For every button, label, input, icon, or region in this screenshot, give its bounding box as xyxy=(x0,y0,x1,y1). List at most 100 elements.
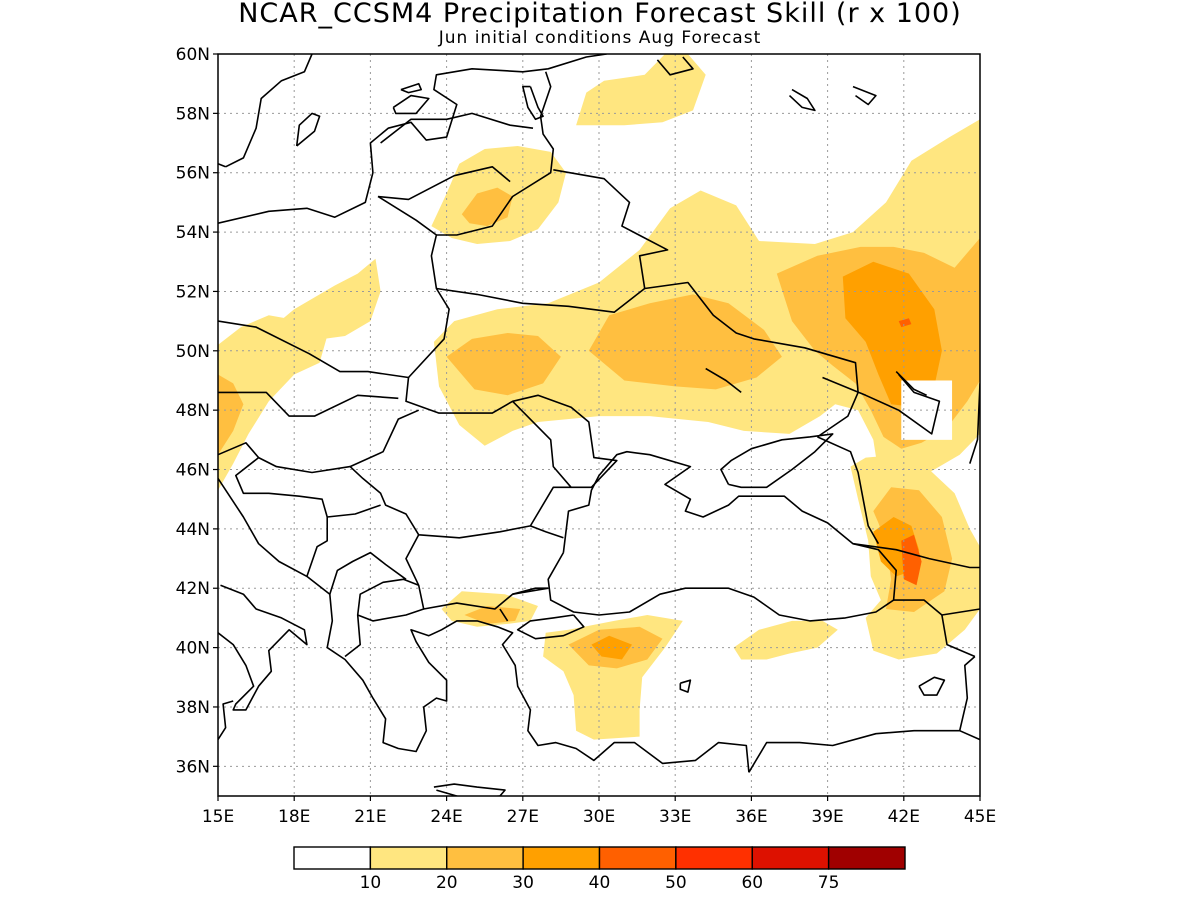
boundary-line-35 xyxy=(852,542,980,569)
lat-tick-label: 40N xyxy=(176,639,210,659)
boundary-line-30 xyxy=(235,456,351,577)
boundary-line-21 xyxy=(553,169,669,289)
skill-region-8 xyxy=(588,294,782,390)
boundary-line-34 xyxy=(817,436,880,545)
skill-shading-layer xyxy=(218,54,980,740)
colorbar-swatch-1 xyxy=(369,846,448,870)
boundary-line-37 xyxy=(941,614,976,658)
colorbar-swatch-3 xyxy=(522,846,601,870)
boundary-line-20 xyxy=(436,281,859,438)
boundary-line-18 xyxy=(377,166,511,201)
colorbar-swatch-2 xyxy=(446,846,524,870)
skill-region-10 xyxy=(842,261,942,408)
boundary-line-45 xyxy=(788,88,816,112)
lon-tick-label: 21E xyxy=(354,807,386,827)
colorbar-swatch-7 xyxy=(827,846,906,870)
skill-region-0 xyxy=(218,315,328,491)
colorbar-label: 40 xyxy=(589,873,611,893)
lon-tick-label: 24E xyxy=(430,807,462,827)
boundary-line-32 xyxy=(218,391,399,417)
boundary-line-0 xyxy=(218,54,607,224)
boundary-line-8 xyxy=(218,584,308,711)
boundary-line-38 xyxy=(512,587,549,595)
boundary-line-11 xyxy=(547,450,898,622)
colorbar-label: 50 xyxy=(665,873,687,893)
lat-tick-label: 38N xyxy=(176,698,210,718)
lon-tick-label: 36E xyxy=(735,807,767,827)
boundary-line-13 xyxy=(516,614,585,640)
skill-region-6 xyxy=(433,119,980,473)
boundary-line-33 xyxy=(218,441,260,459)
lat-tick-label: 44N xyxy=(176,520,210,540)
colorbar-label: 60 xyxy=(741,873,763,893)
boundary-line-10 xyxy=(433,783,506,796)
boundary-line-22 xyxy=(405,377,618,489)
boundary-line-44 xyxy=(852,85,877,106)
boundary-line-16 xyxy=(436,71,555,236)
figure-subtitle: Jun initial conditions Aug Forecast xyxy=(438,28,762,48)
lat-tick-label: 46N xyxy=(176,461,210,481)
skill-region-15 xyxy=(901,534,922,586)
skill-region-21 xyxy=(591,635,632,660)
lat-tick-label: 60N xyxy=(176,45,210,65)
boundary-line-1 xyxy=(225,54,313,168)
boundary-line-46 xyxy=(822,373,941,435)
boundary-line-4 xyxy=(392,94,430,115)
colorbar: 10 20 30 40 50 60 75 xyxy=(293,846,906,893)
boundary-line-31 xyxy=(327,504,381,518)
colorbar-label: 30 xyxy=(512,873,534,893)
boundary-line-14 xyxy=(969,383,980,464)
colorbar-label: 10 xyxy=(360,873,382,893)
lon-tick-label: 18E xyxy=(278,807,310,827)
lon-tick-label: 15E xyxy=(202,807,234,827)
coastline-layer xyxy=(218,54,980,796)
longitude-axis: 15E 18E 21E 24E 27E 30E 33E 36E 39E 42E 45E xyxy=(202,796,996,827)
lat-tick-label: 54N xyxy=(176,223,210,243)
skill-region-16 xyxy=(733,620,838,660)
skill-region-2 xyxy=(258,258,381,342)
boundary-line-27 xyxy=(356,578,424,622)
colorbar-swatch-5 xyxy=(675,846,753,870)
boundary-line-25 xyxy=(405,534,549,610)
lat-tick-label: 56N xyxy=(176,164,210,184)
boundary-line-47 xyxy=(895,371,928,397)
boundary-line-5 xyxy=(400,82,423,94)
lon-tick-label: 33E xyxy=(659,807,691,827)
lat-tick-label: 42N xyxy=(176,579,210,599)
lon-tick-label: 30E xyxy=(583,807,615,827)
boundary-line-26 xyxy=(499,608,509,622)
boundary-line-12 xyxy=(720,433,834,489)
lat-tick-label: 58N xyxy=(176,104,210,124)
colorbar-label: 20 xyxy=(436,873,458,893)
grid-lines xyxy=(218,54,980,796)
figure-title: NCAR_CCSM4 Precipitation Forecast Skill … xyxy=(238,0,962,29)
boundary-line-19 xyxy=(380,112,534,144)
boundary-line-29 xyxy=(329,551,407,595)
boundary-line-40 xyxy=(958,655,976,731)
boundary-line-28 xyxy=(344,614,362,658)
skill-region-5 xyxy=(576,54,706,126)
boundary-line-17 xyxy=(377,195,437,236)
boundary-line-24 xyxy=(530,525,564,539)
boundary-line-43 xyxy=(656,56,694,76)
lat-tick-label: 48N xyxy=(176,401,210,421)
skill-region-4 xyxy=(461,187,513,227)
lat-tick-label: 52N xyxy=(176,282,210,302)
lat-tick-label: 36N xyxy=(176,757,210,777)
colorbar-swatch-6 xyxy=(751,846,830,870)
boundary-line-41 xyxy=(918,676,946,696)
skill-region-11 xyxy=(898,318,912,328)
boundary-line-42 xyxy=(679,679,692,693)
latitude-axis: 36N 38N 40N 42N 44N 46N 48N 50N 52N 54N 56N 58N 60N xyxy=(176,45,218,777)
boundary-line-9 xyxy=(218,700,234,741)
boundary-line-7 xyxy=(218,477,750,773)
lon-tick-label: 42E xyxy=(888,807,920,827)
lon-tick-label: 27E xyxy=(507,807,539,827)
boundary-line-2 xyxy=(218,163,226,168)
boundary-line-3 xyxy=(295,112,321,147)
lon-tick-label: 39E xyxy=(811,807,843,827)
colorbar-swatch-4 xyxy=(598,846,677,870)
skill-region-1 xyxy=(218,374,244,455)
lon-tick-label: 45E xyxy=(964,807,996,827)
